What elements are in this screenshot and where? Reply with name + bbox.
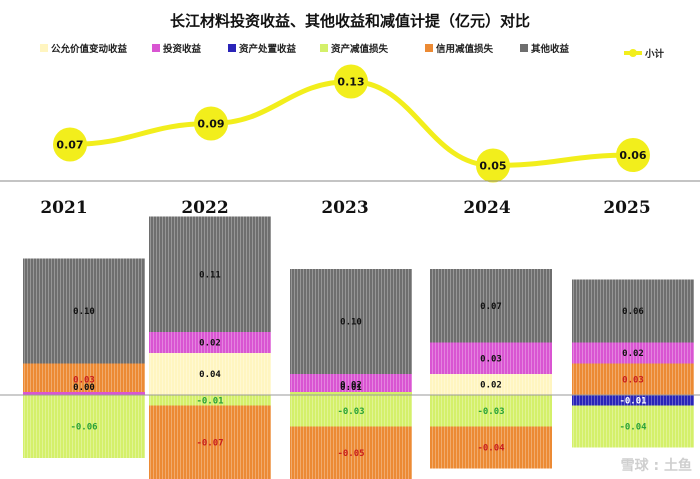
legend-label: 资产处置收益: [239, 43, 297, 55]
subtotal-value-label: 0.13: [337, 76, 364, 89]
bar-segment-texture: [149, 395, 271, 406]
bar-value-label: -0.01: [619, 396, 646, 406]
bar-segment-texture: [149, 216, 271, 332]
legend-swatch: [228, 44, 236, 52]
bar-segment-texture: [572, 342, 694, 364]
bar-segment-texture: [290, 374, 412, 395]
bar-segment-texture: [430, 269, 552, 343]
category-label: 2023: [321, 198, 368, 218]
bar-value-label: 0.11: [199, 270, 221, 280]
bar-segment-texture: [572, 279, 694, 343]
legend: 公允价值变动收益 投资收益 资产处置收益 资产减值损失 信用减值损失 其他收益 小计: [40, 43, 665, 60]
bar-value-label: -0.04: [477, 444, 505, 454]
bar-value-label: -0.03: [337, 407, 364, 417]
bar-value-label: -0.03: [477, 407, 504, 417]
bar-value-label: -0.07: [196, 438, 223, 448]
subtotal-value-label: 0.07: [56, 139, 83, 152]
subtotal-value-label: 0.06: [619, 149, 646, 162]
category-label: 2021: [40, 198, 87, 218]
bar-value-label: 0.10: [340, 318, 362, 328]
bar-segment-texture: [572, 363, 694, 395]
bar-segment-texture: [430, 426, 552, 469]
bar-value-label: 0.02: [480, 381, 502, 391]
bar-value-label: 0.07: [480, 302, 502, 312]
subtotal-point: [476, 148, 510, 183]
chart-title: 长江材料投资收益、其他收益和减值计提（亿元）对比: [170, 12, 530, 30]
bar-segment-texture: [290, 269, 412, 374]
bar-segment-texture: [430, 342, 552, 374]
subtotal-value-label: 0.05: [479, 160, 506, 173]
bar-value-label: 0.03: [73, 375, 95, 385]
bar-segment-texture: [430, 374, 552, 395]
bar-segment-texture: [23, 363, 145, 395]
bar-segment-texture: [290, 426, 412, 479]
category-label: 2022: [181, 198, 228, 218]
bar-value-label: 0.02: [340, 381, 362, 391]
bar-value-label: 0.01: [340, 383, 362, 393]
bar-segment-texture: [290, 395, 412, 427]
bar-value-label: 0.10: [73, 307, 95, 317]
bar-segment-texture: [23, 258, 145, 364]
category-label: 2024: [463, 198, 510, 218]
subtotal-point: [194, 106, 228, 141]
bar-segment: [290, 392, 412, 395]
bar-value-label: 0.03: [480, 354, 502, 364]
watermark: 雪球 : 土鱼: [621, 457, 692, 474]
legend-swatch: [629, 49, 637, 57]
subtotal-point: [53, 127, 87, 162]
bar-value-label: 0.06: [622, 307, 644, 317]
legend-label: 小计: [644, 48, 665, 60]
year-labels: 2021 2022 2023 2024 2025: [40, 198, 650, 218]
legend-label: 投资收益: [163, 43, 202, 55]
legend-swatch: [320, 44, 328, 52]
bar-value-label: 0.00: [73, 383, 95, 393]
bar-segment-texture: [23, 395, 145, 458]
subtotal-value-label: 0.09: [197, 118, 224, 131]
bar-value-label: -0.05: [337, 449, 364, 459]
stacked-bars: 0.030.10-0.060.040.020.11-0.01-0.070.020…: [23, 216, 694, 479]
legend-swatch: [40, 44, 48, 52]
legend-label: 资产减值损失: [331, 43, 389, 55]
bar-value-label: -0.01: [196, 396, 223, 406]
bar-segment-texture: [572, 405, 694, 448]
legend-swatch: [425, 44, 433, 52]
legend-swatch: [520, 44, 528, 52]
bar-segment-texture: [149, 405, 271, 479]
legend-label: 其他收益: [531, 43, 570, 55]
legend-label: 公允价值变动收益: [51, 43, 128, 55]
bar-segment: [23, 392, 145, 395]
bar-segment-texture: [572, 395, 694, 406]
bar-value-label: -0.04: [619, 423, 647, 433]
subtotal-line-chart: 0.07 0.09 0.13 0.05 0.06: [53, 64, 650, 183]
bar-segment-texture: [430, 395, 552, 427]
bar-value-label: 0.02: [622, 349, 644, 359]
bar-value-label: 0.02: [199, 339, 221, 349]
subtotal-point: [334, 64, 368, 99]
bar-value-label: -0.06: [70, 423, 97, 433]
legend-label: 信用减值损失: [436, 43, 494, 55]
bar-value-label: 0.04: [199, 370, 221, 380]
subtotal-point: [616, 138, 650, 172]
category-label: 2025: [603, 198, 650, 218]
legend-swatch: [152, 44, 160, 52]
bar-value-label: 0.03: [622, 375, 644, 385]
bar-segment-texture: [149, 332, 271, 353]
bar-segment-texture: [149, 353, 271, 395]
